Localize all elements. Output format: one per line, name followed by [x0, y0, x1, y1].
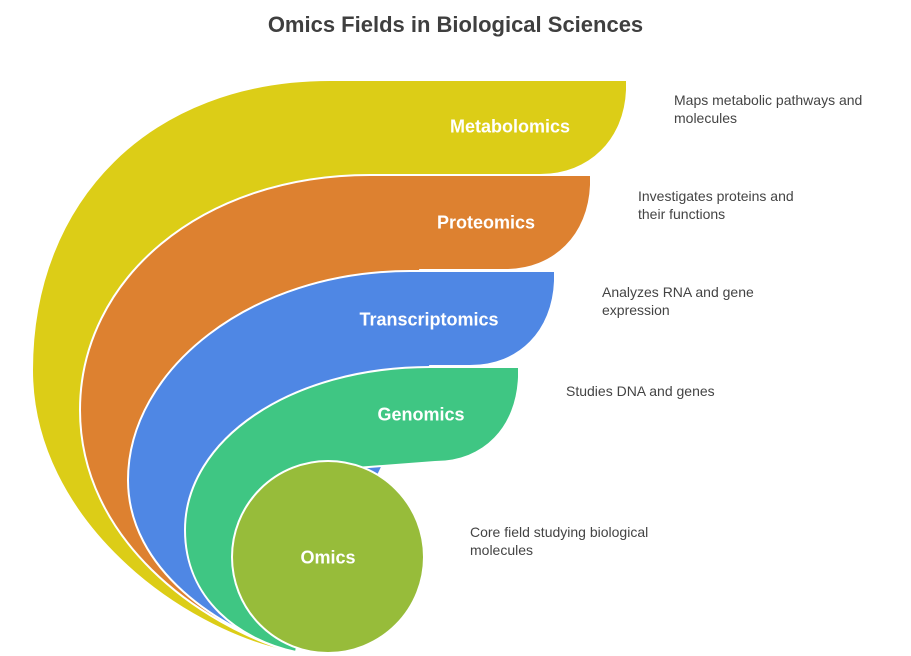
metabolomics-label: Metabolomics: [449, 116, 571, 137]
omics-label: Omics: [300, 547, 356, 568]
omics-description: Core field studying biological molecules: [470, 524, 649, 558]
omics-core-circle: [231, 460, 425, 654]
genomics-description: Studies DNA and genes: [566, 383, 715, 399]
proteomics-label: Proteomics: [436, 212, 536, 233]
proteomics-description: Investigates proteins and their function…: [638, 188, 794, 222]
transcriptomics-label: Transcriptomics: [359, 309, 499, 330]
diagram-title: Omics Fields in Biological Sciences: [267, 12, 644, 37]
metabolomics-description: Maps metabolic pathways and molecules: [674, 92, 863, 126]
genomics-label: Genomics: [377, 404, 465, 425]
transcriptomics-description: Analyzes RNA and gene expression: [602, 284, 754, 318]
